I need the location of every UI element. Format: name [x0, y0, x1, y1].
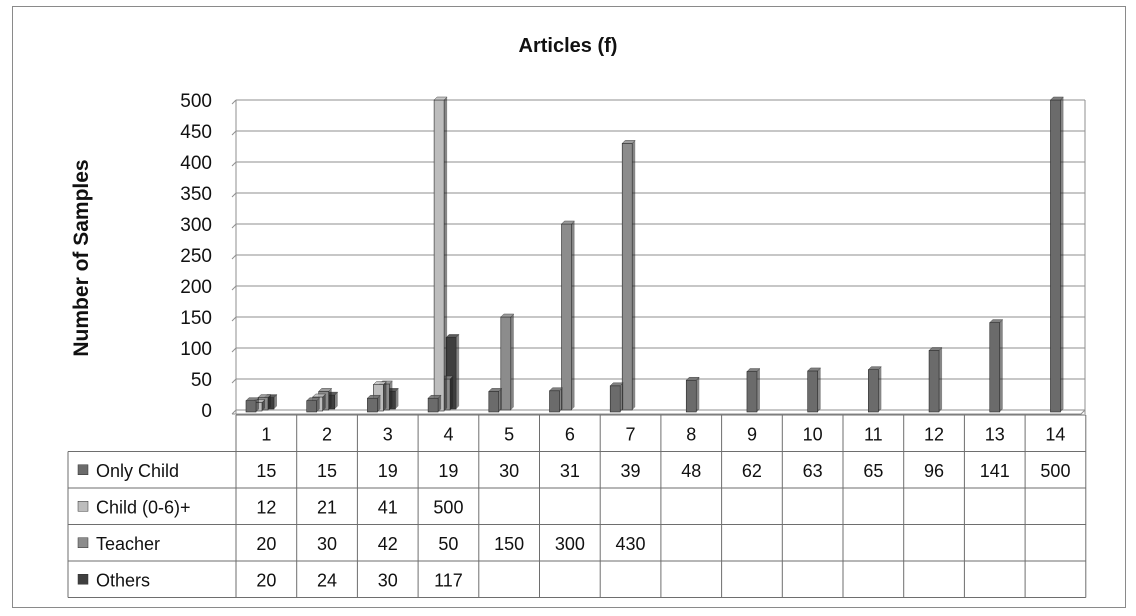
data-label: 39: [621, 461, 641, 481]
floor: [232, 409, 1086, 415]
gridline-slant: [231, 285, 237, 291]
y-tick-label: 300: [180, 215, 212, 236]
data-label: 50: [438, 534, 458, 554]
y-tick-label: 0: [201, 401, 212, 422]
legend-swatch: [77, 501, 89, 512]
bar: [928, 347, 943, 413]
data-label: 63: [803, 461, 823, 481]
y-tick-label: 200: [180, 277, 212, 298]
x-tick-label: 4: [443, 424, 453, 444]
x-tick-label: 7: [626, 424, 636, 444]
bar: [609, 382, 624, 413]
bar: [488, 388, 503, 413]
legend-entry: Only Child: [96, 461, 179, 481]
data-label: 117: [434, 570, 463, 590]
x-tick-label: 3: [383, 424, 393, 444]
legend-swatch: [77, 464, 89, 475]
gridline-slant: [231, 347, 237, 353]
data-label: 12: [256, 497, 276, 517]
data-label: 30: [499, 461, 519, 481]
gridline-slant: [231, 99, 237, 105]
bar: [433, 96, 448, 412]
bar: [1049, 96, 1065, 413]
data-label: 15: [317, 461, 337, 481]
x-tick-label: 11: [864, 424, 883, 444]
gridline-slant: [231, 161, 237, 167]
bar: [989, 319, 1004, 413]
data-label: 42: [378, 534, 398, 554]
x-tick-label: 6: [565, 424, 575, 444]
gridline-slant: [231, 223, 237, 229]
data-label: 500: [433, 497, 463, 517]
data-label: 31: [560, 461, 580, 481]
bar: [807, 367, 822, 413]
data-label: 24: [317, 570, 337, 590]
bar: [548, 387, 564, 413]
data-label: 141: [980, 461, 1010, 481]
y-tick-label: 250: [180, 246, 212, 267]
data-label: 96: [924, 461, 944, 481]
x-tick-label: 12: [924, 424, 944, 444]
bar: [560, 220, 576, 411]
data-label: 48: [681, 461, 701, 481]
y-tick-label: 50: [191, 370, 212, 391]
gridline-slant: [231, 378, 237, 384]
data-label: 500: [1040, 461, 1070, 481]
y-tick-label: 400: [180, 153, 212, 174]
y-tick-label: 100: [180, 339, 212, 360]
legend-swatch: [77, 537, 89, 548]
data-label: 20: [256, 570, 276, 590]
gridline-slant: [231, 130, 237, 136]
bar: [366, 394, 382, 413]
legend-entry: Child (0-6)+: [96, 497, 191, 517]
y-axis-ticks: 0 50 100 150 200 250 300 350 400 450 500: [180, 91, 212, 422]
data-label: 30: [378, 570, 398, 590]
gridline-slant: [231, 409, 237, 415]
gridline-slant: [231, 316, 237, 322]
bar: [306, 397, 321, 413]
data-label: 21: [317, 497, 337, 517]
bar: [245, 397, 260, 413]
chart-title: Articles (f): [519, 35, 618, 57]
y-tick-label: 450: [180, 122, 212, 143]
data-label: 20: [256, 534, 276, 554]
data-label: 30: [317, 534, 337, 554]
bar: [500, 313, 515, 411]
data-label: 15: [256, 461, 276, 481]
y-tick-label: 350: [180, 184, 212, 205]
data-label: 150: [494, 534, 524, 554]
bar: [746, 368, 761, 413]
legend-entry: Others: [96, 570, 150, 590]
x-tick-label: 8: [686, 424, 696, 444]
data-label: 41: [378, 497, 398, 517]
legend-entry: Teacher: [96, 534, 160, 554]
gridlines: [231, 99, 1086, 415]
data-label: 62: [742, 461, 762, 481]
x-tick-label: 5: [504, 424, 514, 444]
x-tick-label: 14: [1045, 424, 1065, 444]
gridline-slant: [231, 254, 237, 260]
bar: [621, 140, 636, 411]
bar: [427, 394, 442, 413]
data-label: 430: [616, 534, 646, 554]
y-axis-label: Number of Samples: [70, 159, 93, 356]
data-label: 65: [863, 461, 883, 481]
legend-swatch: [77, 574, 89, 585]
x-tick-label: 10: [803, 424, 823, 444]
x-tick-label: 9: [747, 424, 757, 444]
data-label: 19: [378, 461, 398, 481]
x-tick-label: 13: [985, 424, 1005, 444]
data-label: 19: [438, 461, 458, 481]
bar: [867, 366, 882, 413]
x-tick-label: 2: [322, 424, 332, 444]
data-label: 300: [555, 534, 585, 554]
y-tick-label: 500: [180, 91, 212, 112]
gridline-slant: [231, 192, 237, 198]
x-tick-label: 1: [261, 424, 271, 444]
y-tick-label: 150: [180, 308, 212, 329]
bars: [245, 96, 1065, 413]
bar: [685, 376, 700, 413]
